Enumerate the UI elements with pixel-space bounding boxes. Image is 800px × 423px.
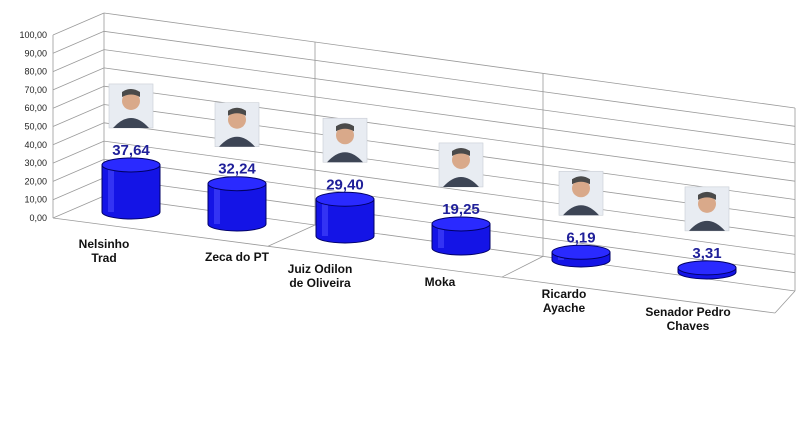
grid-line — [103, 85, 796, 182]
person-photo-icon — [214, 102, 260, 147]
x-axis: Nelsinho Trad Zeca do PT Juiz Odilon de Oliv… — [79, 237, 731, 333]
bar-highlight — [438, 223, 444, 248]
side-grid-line — [52, 104, 105, 127]
bar: 37,64 — [101, 83, 161, 220]
side-grid-line — [52, 85, 105, 109]
side-grid-line — [52, 177, 105, 201]
bar-highlight — [214, 183, 220, 224]
data-label: 37,64 — [112, 142, 150, 159]
data-label: 6,19 — [566, 229, 595, 246]
bar: 29,40 — [315, 117, 375, 244]
y-tick-label: 50,00 — [24, 122, 47, 132]
y-tick-label: 40,00 — [24, 140, 47, 150]
x-tick-label: Moka — [425, 275, 456, 289]
bar-body — [101, 164, 161, 220]
y-tick-label: 0,00 — [29, 213, 47, 223]
data-label: 29,40 — [326, 176, 364, 193]
data-label: 3,31 — [692, 245, 721, 262]
side-grid-line — [52, 12, 105, 36]
side-grid-line — [52, 67, 105, 91]
x-tick-label: Nelsinho Trad — [79, 237, 130, 265]
floor-right-edge — [774, 290, 796, 314]
y-tick-label: 60,00 — [24, 103, 47, 113]
bar-top — [207, 176, 267, 192]
bar: 32,24 — [207, 102, 267, 232]
y-tick-label: 90,00 — [24, 48, 47, 58]
grid-line — [103, 67, 796, 164]
bar: 6,19 — [551, 170, 611, 268]
x-tick-label: Senador Pedro Chaves — [645, 305, 730, 333]
side-grid-line — [52, 30, 105, 54]
bar-body — [207, 183, 267, 232]
data-label: 19,25 — [442, 201, 480, 218]
bar-top — [431, 216, 491, 232]
grid-line — [103, 49, 796, 145]
x-tick-label: Juiz Odilon de Oliveira — [288, 262, 353, 290]
floor-divider — [501, 255, 544, 278]
floor-divider — [267, 224, 316, 247]
side-grid-line — [52, 140, 105, 164]
bar-body — [315, 198, 375, 244]
bars: 37,64 32,24 29,40 19,25 6,19 3,31 — [101, 83, 737, 280]
person-photo-icon — [558, 170, 604, 216]
grid-line — [103, 12, 796, 109]
bar-body — [431, 223, 491, 256]
grid-line — [103, 140, 796, 237]
person-photo-icon — [108, 83, 154, 129]
grid-line — [103, 30, 796, 127]
side-grid-line — [52, 122, 105, 146]
side-grid-line — [52, 195, 105, 219]
bar-top — [551, 244, 611, 260]
bar-highlight — [108, 164, 114, 212]
y-tick-label: 30,00 — [24, 158, 47, 168]
side-grid-line — [52, 49, 105, 72]
y-tick-label: 70,00 — [24, 85, 47, 95]
person-photo-icon — [684, 186, 730, 232]
y-tick-label: 100,00 — [19, 30, 47, 40]
bar-highlight — [322, 199, 328, 236]
y-tick-label: 20,00 — [24, 176, 47, 186]
bar-top — [677, 260, 737, 276]
x-tick-label: Ricardo Ayache — [542, 287, 587, 315]
bar: 19,25 — [431, 142, 491, 256]
floor-front-edge — [52, 217, 776, 314]
person-photo-icon — [322, 117, 368, 163]
data-label: 32,24 — [218, 161, 256, 178]
grid-line — [103, 159, 796, 255]
bar-top — [315, 191, 375, 207]
bar: 3,31 — [677, 186, 737, 280]
bar-top — [101, 157, 161, 173]
person-photo-icon — [438, 142, 484, 188]
x-tick-label: Zeca do PT — [205, 250, 270, 264]
y-tick-label: 80,00 — [24, 67, 47, 77]
side-grid-line — [52, 159, 105, 182]
y-axis: 0,00 10,00 20,00 30,00 40,00 50,00 60,00 70,00 8… — [19, 30, 47, 223]
y-tick-label: 10,00 — [24, 195, 47, 205]
